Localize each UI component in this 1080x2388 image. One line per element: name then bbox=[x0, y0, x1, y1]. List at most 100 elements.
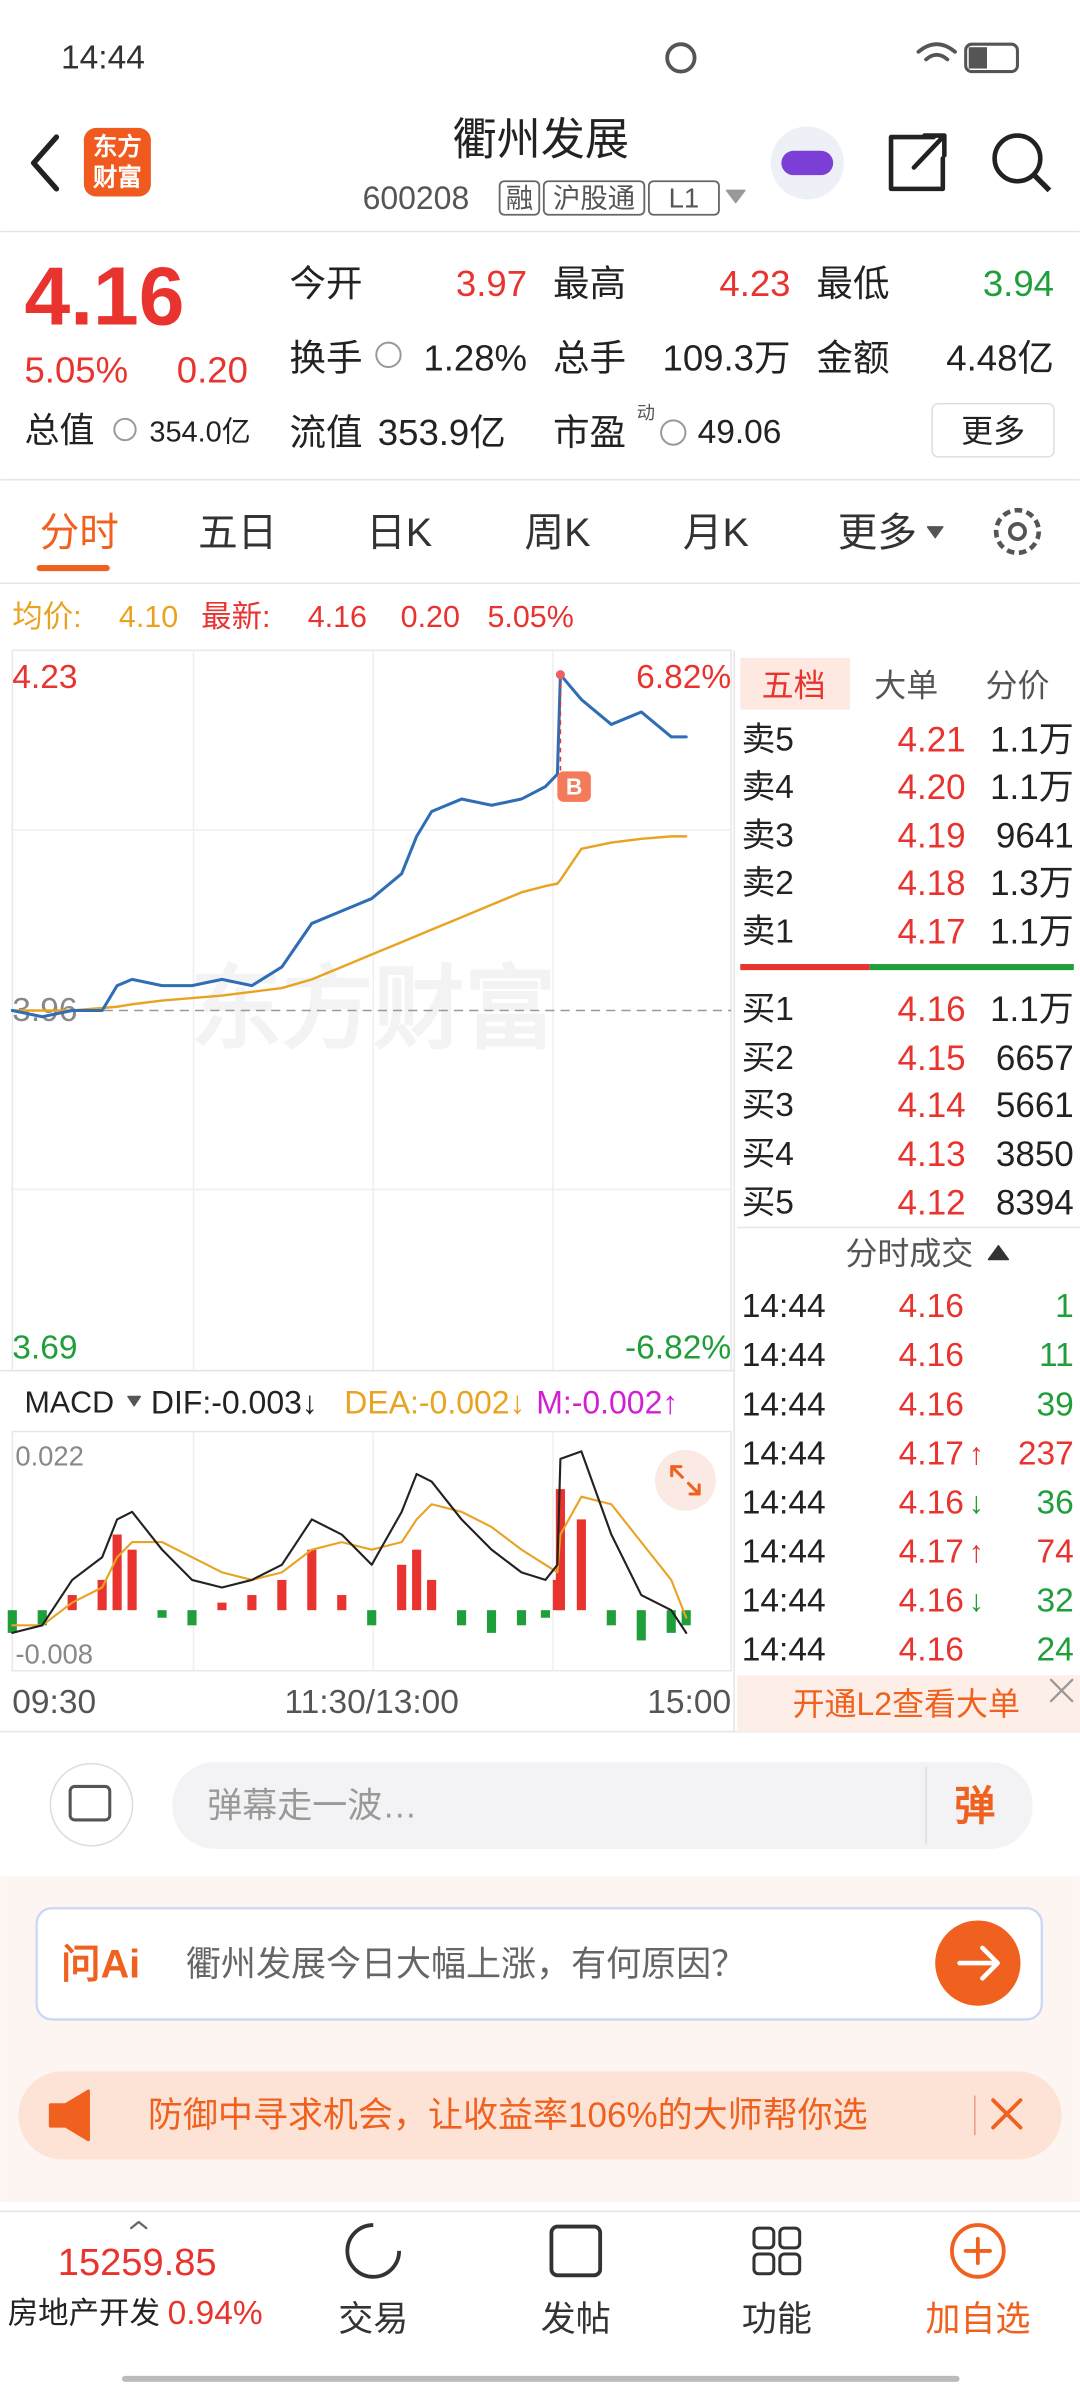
macd-bar bbox=[516, 1610, 527, 1626]
trade-time: 14:44 bbox=[742, 1435, 826, 1472]
comment-icon[interactable] bbox=[49, 1762, 134, 1847]
latest-pct: 5.05% bbox=[487, 600, 573, 634]
macd-bar bbox=[606, 1610, 616, 1626]
period-tab[interactable]: 周K bbox=[525, 511, 591, 555]
l2-banner[interactable] bbox=[737, 1675, 1080, 1732]
search-button[interactable] bbox=[992, 133, 1043, 184]
battery bbox=[964, 42, 1019, 74]
comment-input[interactable] bbox=[172, 1762, 1033, 1849]
trade-volume: 11 bbox=[1039, 1337, 1074, 1374]
nav-item[interactable]: 功能 bbox=[742, 2300, 812, 2339]
period-tab[interactable]: 日K bbox=[366, 511, 432, 555]
book-label: 卖1 bbox=[742, 914, 794, 951]
tag-box bbox=[542, 180, 646, 216]
expand-button[interactable] bbox=[654, 1449, 716, 1511]
settings-button[interactable] bbox=[993, 507, 1042, 556]
macd-bar bbox=[412, 1549, 422, 1611]
trade-price: 4.16 bbox=[899, 1386, 964, 1423]
trade-price: 4.16 bbox=[899, 1484, 964, 1521]
period-tab[interactable]: 更多 bbox=[838, 511, 917, 555]
tag: L1 bbox=[669, 182, 699, 213]
macd-bar bbox=[97, 1579, 107, 1611]
y-tick-label: 0.022 bbox=[15, 1440, 84, 1471]
period-tab[interactable]: 月K bbox=[683, 511, 749, 555]
y-tick-label: 3.69 bbox=[12, 1329, 77, 1366]
active-tab-bg bbox=[740, 657, 850, 710]
ai-question[interactable]: 衢州发展今日大幅上涨，有何原因？ bbox=[186, 1945, 746, 1984]
latest-label: 最新: bbox=[201, 600, 270, 634]
tag-box bbox=[647, 180, 720, 216]
tab-underline bbox=[36, 565, 110, 572]
trade-arrow: ↑ bbox=[969, 1437, 984, 1471]
index-value[interactable]: 15259.85 bbox=[58, 2242, 217, 2284]
period-tab[interactable]: 五日 bbox=[198, 511, 277, 555]
field-value: 3.97 bbox=[456, 263, 527, 304]
book-volume: 5661 bbox=[996, 1086, 1074, 1125]
book-price: 4.16 bbox=[898, 990, 966, 1029]
field-label: 最高 bbox=[553, 263, 626, 304]
nav-item[interactable]: 交易 bbox=[338, 2300, 408, 2339]
macd-bar bbox=[397, 1564, 407, 1611]
macd-bar bbox=[37, 1610, 47, 1626]
book-tab[interactable]: 分价 bbox=[985, 667, 1049, 703]
promo-text[interactable]: 防御中寻求机会，让收益率106%的大师帮你选 bbox=[148, 2096, 868, 2135]
promo-close[interactable] bbox=[991, 2098, 1023, 2130]
back-button[interactable] bbox=[30, 134, 60, 192]
trade-time: 14:44 bbox=[742, 1386, 826, 1423]
field-label: 换手 bbox=[289, 337, 362, 378]
comment-placeholder[interactable]: 弹幕走一波… bbox=[207, 1787, 417, 1826]
ai-box[interactable] bbox=[35, 1907, 1043, 2021]
trade-price: 4.16 bbox=[899, 1337, 964, 1374]
field-label: 市盈 bbox=[553, 412, 626, 453]
latest-value: 4.16 bbox=[308, 600, 367, 634]
book-price: 4.17 bbox=[898, 913, 966, 952]
l2-banner-text[interactable]: 开通L2查看大单 bbox=[793, 1686, 1020, 1722]
macd-bar bbox=[636, 1610, 646, 1641]
macd-bar bbox=[127, 1549, 137, 1611]
nav-icon-plus bbox=[963, 2236, 992, 2266]
macd-bar bbox=[337, 1595, 347, 1611]
nav-item[interactable]: 加自选 bbox=[925, 2300, 1030, 2339]
nav-icon bbox=[778, 2252, 802, 2276]
trade-arrow: ↓ bbox=[969, 1486, 984, 1520]
nav-item[interactable]: 发帖 bbox=[541, 2300, 611, 2339]
macd-bar bbox=[576, 1519, 586, 1611]
info-icon bbox=[375, 341, 402, 369]
book-tab[interactable]: 大单 bbox=[874, 667, 938, 703]
book-tab[interactable]: 五档 bbox=[762, 667, 826, 703]
field-value: 353.9亿 bbox=[378, 412, 506, 453]
index-caret bbox=[129, 2220, 148, 2230]
book-volume: 9641 bbox=[996, 817, 1074, 856]
ai-avatar-face[interactable] bbox=[781, 150, 834, 176]
promo-banner[interactable] bbox=[18, 2071, 1062, 2160]
latest-change: 0.20 bbox=[401, 600, 460, 634]
field-label: 金额 bbox=[816, 337, 889, 378]
trade-time: 14:44 bbox=[742, 1337, 826, 1374]
trade-volume: 237 bbox=[1018, 1435, 1074, 1472]
book-label: 卖3 bbox=[742, 818, 794, 855]
logo-text: 财富 bbox=[93, 164, 142, 192]
macd-bar bbox=[427, 1579, 437, 1611]
macd-bar bbox=[217, 1602, 227, 1611]
macd-bar bbox=[456, 1610, 467, 1626]
book-volume: 6657 bbox=[996, 1039, 1074, 1078]
book-label: 买1 bbox=[742, 991, 794, 1028]
series-line bbox=[11, 1495, 688, 1627]
share-button[interactable] bbox=[888, 133, 947, 192]
gesture-bar bbox=[121, 2375, 960, 2382]
price: 4.16 bbox=[24, 251, 184, 342]
more-button-text[interactable]: 更多 bbox=[961, 413, 1025, 449]
book-price: 4.20 bbox=[898, 768, 966, 807]
field-sup: 动 bbox=[637, 402, 655, 423]
period-tab[interactable]: 分时 bbox=[40, 511, 119, 555]
index-name: 房地产开发 bbox=[8, 2296, 160, 2330]
stock-name: 衢州发展 bbox=[452, 116, 629, 165]
field-value: 3.94 bbox=[983, 263, 1054, 304]
comment-button[interactable]: 弹 bbox=[954, 1783, 995, 1829]
y-tick-label: 4.23 bbox=[12, 659, 77, 696]
more-button[interactable] bbox=[931, 402, 1055, 458]
nav-icon bbox=[549, 2224, 603, 2278]
x-tick-label: 11:30/13:00 bbox=[284, 1684, 459, 1721]
ai-send-arrow bbox=[957, 1945, 1000, 1981]
